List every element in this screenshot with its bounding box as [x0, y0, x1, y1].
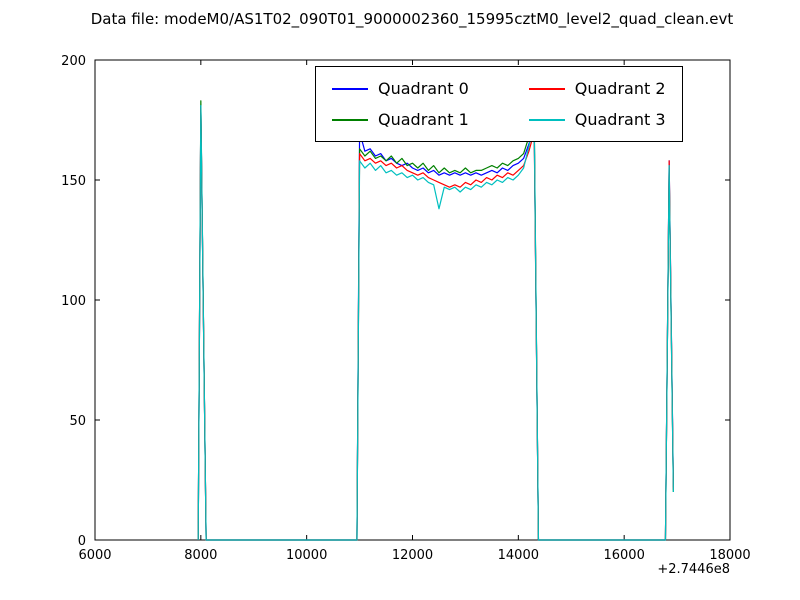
y-tick-label: 100 [61, 294, 86, 309]
x-tick-label: 12000 [392, 548, 433, 563]
x-tick-label: 10000 [286, 548, 327, 563]
x-tick-label: 6000 [78, 548, 111, 563]
legend-item-quadrant-0: Quadrant 0 [332, 79, 469, 98]
legend-item-quadrant-3: Quadrant 3 [528, 110, 666, 129]
quadrant-1-line-icon [332, 118, 368, 121]
legend-item-quadrant-1: Quadrant 1 [332, 110, 469, 129]
x-tick-label: 16000 [603, 548, 644, 563]
quadrant-3-line-icon [528, 118, 565, 121]
x-axis-offset-label: +2.7446e8 [657, 562, 730, 577]
legend: Quadrant 0 Quadrant 1 Quadrant 2 Quadran… [315, 66, 683, 142]
y-tick-label: 0 [78, 534, 86, 549]
series-line-quadrant-1 [197, 100, 674, 541]
legend-label-quadrant-3: Quadrant 3 [574, 110, 666, 129]
chart-title: Data file: modeM0/AS1T02_090T01_90000023… [90, 10, 734, 28]
x-tick-label: 14000 [498, 548, 539, 563]
legend-item-quadrant-2: Quadrant 2 [528, 79, 666, 98]
series-line-quadrant-3 [197, 104, 674, 541]
x-tick-label: 18000 [709, 548, 750, 563]
quadrant-0-line-icon [332, 87, 368, 90]
series-line-quadrant-0 [197, 104, 674, 541]
y-tick-label: 200 [61, 54, 86, 69]
x-tick-label: 8000 [184, 548, 217, 563]
y-tick-label: 50 [69, 414, 86, 429]
quadrant-2-line-icon [528, 87, 565, 90]
legend-label-quadrant-0: Quadrant 0 [378, 79, 469, 98]
y-tick-label: 150 [61, 174, 86, 189]
legend-label-quadrant-2: Quadrant 2 [574, 79, 666, 98]
legend-label-quadrant-1: Quadrant 1 [378, 110, 469, 129]
